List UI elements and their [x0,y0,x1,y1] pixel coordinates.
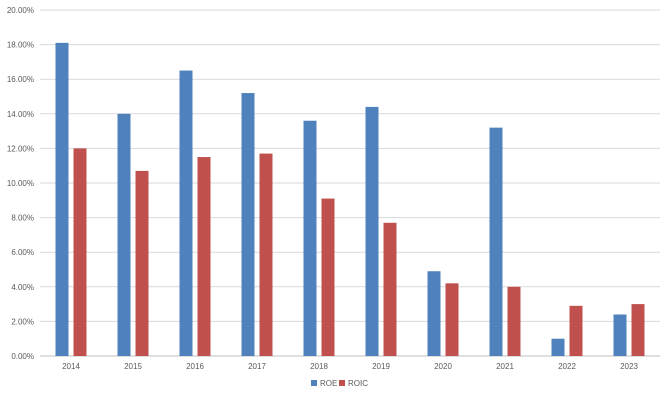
bar-roic-2014 [73,148,87,356]
legend-swatch-roe [311,380,317,386]
bar-roic-2020 [445,283,459,356]
legend-label-roic: ROIC [348,379,368,388]
y-tick-label: 14.00% [7,110,34,119]
bar-roic-2018 [321,198,335,356]
bar-roe-2018 [303,120,317,356]
bar-roe-2019 [365,106,379,356]
bar-roe-2020 [427,271,441,356]
bar-roe-2014 [55,42,69,357]
bar-roe-2021 [489,127,503,356]
y-axis-tick-labels: 0.00% 2.00% 4.00% 6.00% 8.00% 10.00% 12.00% 14.… [7,6,34,361]
x-tick-label: 2020 [434,362,452,371]
x-tick-label: 2015 [124,362,142,371]
y-tick-label: 0.00% [11,352,34,361]
bar-roe-2023 [613,314,627,356]
bar-roe-2017 [241,93,255,356]
x-tick-label: 2016 [186,362,204,371]
x-tick-label: 2019 [372,362,390,371]
bar-roic-2019 [383,222,397,356]
legend-swatch-roic [339,380,345,386]
bar-roic-2023 [631,304,645,356]
y-tick-label: 20.00% [7,6,34,15]
bar-roic-2015 [135,170,149,356]
legend-label-roe: ROE [320,379,337,388]
x-tick-label: 2018 [310,362,328,371]
y-tick-label: 2.00% [11,317,34,326]
x-tick-label: 2022 [558,362,576,371]
gridlines [40,9,660,357]
bar-roe-2016 [179,70,193,357]
y-tick-label: 4.00% [11,283,34,292]
bar-roe-2022 [551,338,565,356]
legend: ROE ROIC [311,379,368,388]
y-tick-label: 16.00% [7,75,34,84]
y-tick-label: 6.00% [11,248,34,257]
bar-roic-2017 [259,153,273,356]
y-tick-label: 10.00% [7,179,34,188]
x-tick-label: 2021 [496,362,514,371]
bar-roe-2015 [117,113,131,356]
bars [55,42,645,357]
x-tick-label: 2014 [62,362,80,371]
x-tick-label: 2023 [620,362,638,371]
bar-roic-2021 [507,286,521,356]
y-tick-label: 18.00% [7,41,34,50]
y-tick-label: 12.00% [7,144,34,153]
bar-roic-2016 [197,157,211,356]
y-tick-label: 8.00% [11,214,34,223]
x-axis-tick-labels: 2014 2015 2016 2017 2018 2019 2020 2021 2022 2023 [62,362,638,371]
bar-roic-2022 [569,305,583,356]
x-tick-label: 2017 [248,362,266,371]
